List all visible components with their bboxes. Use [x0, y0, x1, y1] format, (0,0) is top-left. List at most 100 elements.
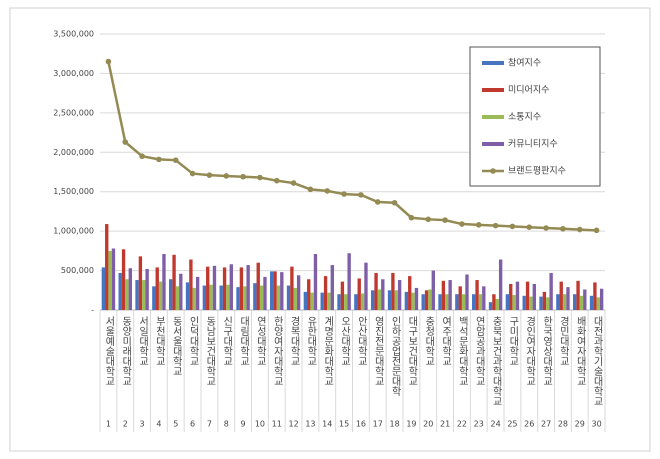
x-tick-label: 경복대학교	[288, 315, 300, 366]
bar	[529, 296, 533, 310]
line-marker	[459, 221, 465, 227]
rank-label: 27	[541, 420, 551, 429]
x-tick-label: 오산대학교	[339, 316, 351, 366]
rank-label: 3	[140, 420, 145, 429]
bar	[596, 297, 600, 310]
rank-label: 1	[106, 420, 111, 429]
bar	[542, 291, 547, 310]
bar	[172, 254, 176, 310]
bar	[599, 288, 604, 310]
rank-label: 21	[440, 420, 450, 429]
bar	[293, 287, 297, 310]
rank-label: 16	[356, 420, 366, 429]
legend-swatch	[490, 168, 496, 174]
bar	[229, 264, 233, 310]
bar	[360, 293, 365, 310]
bar	[424, 290, 429, 310]
bar	[195, 276, 200, 310]
bar	[573, 294, 577, 310]
bar	[364, 262, 368, 310]
rank-label: 20	[423, 420, 433, 429]
bar	[482, 286, 486, 310]
line-marker	[223, 173, 230, 179]
rank-label: 6	[190, 420, 195, 429]
bar	[438, 294, 442, 310]
line-marker	[324, 188, 331, 194]
line-marker	[593, 227, 600, 234]
bar	[347, 253, 351, 310]
x-tick-label: 동양미래대학교	[120, 316, 132, 386]
bar	[371, 290, 375, 310]
rank-label: 14	[322, 420, 332, 429]
bar	[280, 272, 284, 310]
x-tick-label: 부천대학교	[153, 316, 165, 366]
bar	[391, 272, 395, 310]
y-tick-label: 2,500,000	[53, 108, 94, 117]
bar	[441, 280, 446, 310]
line-marker	[391, 199, 398, 206]
rank-label: 24	[490, 420, 500, 429]
rank-label: 22	[457, 420, 467, 429]
line-marker	[156, 156, 162, 163]
line-marker	[122, 139, 129, 145]
line	[107, 61, 597, 232]
rank-label: 13	[305, 420, 315, 429]
x-tick-label: 서울예술대학교	[103, 316, 115, 386]
bar	[583, 289, 587, 310]
bar	[128, 268, 132, 310]
rank-label: 30	[591, 420, 601, 429]
bar	[152, 286, 156, 310]
bar	[125, 279, 129, 310]
bar	[515, 281, 520, 310]
bar	[263, 276, 267, 310]
x-tick-label: 경인여자대학교	[524, 315, 536, 386]
bar	[421, 294, 425, 310]
line-marker	[206, 172, 213, 178]
line-marker	[358, 192, 364, 198]
line-marker	[509, 223, 516, 230]
bar	[108, 250, 112, 310]
bar	[394, 290, 398, 310]
bar	[121, 249, 126, 310]
bar	[589, 295, 594, 310]
legend-swatch	[482, 142, 504, 146]
legend-label: 브랜드평판지수	[508, 166, 566, 177]
rank-label: 25	[507, 420, 517, 429]
bar	[273, 271, 277, 310]
x-tick-label: 신구대학교	[221, 316, 233, 366]
rank-label: 8	[224, 420, 229, 429]
bar	[101, 267, 106, 310]
line-marker	[105, 58, 112, 65]
x-tick-label: 충북보건과학대학교	[490, 316, 502, 406]
bar	[445, 294, 449, 310]
y-tick-label: 3,500,000	[53, 30, 94, 39]
bar	[330, 265, 334, 310]
bar	[142, 280, 146, 310]
rank-label: 5	[173, 420, 178, 429]
x-tick-label: 배화여자대학교	[574, 316, 586, 386]
bar	[212, 265, 217, 310]
x-tick-label: 대전과학기술대학교	[591, 316, 603, 406]
bar	[505, 294, 510, 310]
rank-label: 11	[272, 420, 282, 429]
bar	[495, 298, 499, 310]
bar	[111, 248, 116, 310]
x-tick-label: 안산대학교	[355, 316, 367, 366]
bar	[162, 254, 166, 310]
bar	[381, 279, 385, 310]
bar	[192, 287, 196, 310]
line-marker	[442, 217, 448, 223]
bar	[222, 267, 227, 310]
bar	[397, 280, 402, 310]
line-marker	[257, 174, 263, 181]
x-tick-label: 연암공과대학교	[473, 316, 485, 386]
bar	[243, 286, 247, 310]
y-tick-label: 1,500,000	[53, 187, 94, 196]
bar	[488, 302, 493, 310]
y-tick-label: -	[91, 306, 94, 315]
legend-swatch	[482, 115, 504, 119]
line-marker	[273, 177, 280, 184]
y-tick-label: 2,000,000	[53, 148, 94, 157]
rank-label: 26	[524, 420, 534, 429]
bar	[313, 254, 318, 310]
